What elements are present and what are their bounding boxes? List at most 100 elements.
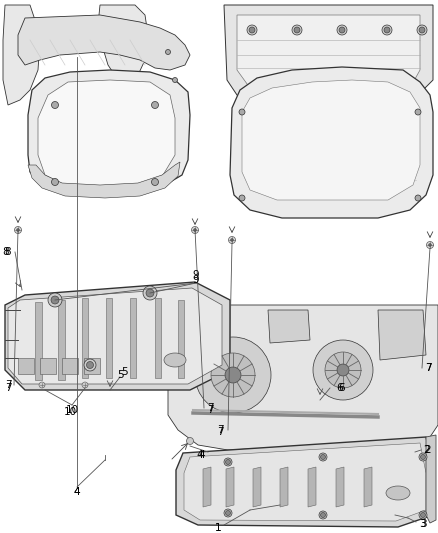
Polygon shape [155,298,161,378]
Circle shape [427,241,434,248]
Circle shape [191,227,198,233]
Circle shape [417,25,427,35]
Polygon shape [18,15,190,70]
Circle shape [419,511,427,519]
Circle shape [51,296,59,304]
Circle shape [195,337,271,413]
Circle shape [229,237,236,244]
Circle shape [224,458,232,466]
Polygon shape [106,298,112,378]
Bar [18,358,34,374]
Circle shape [226,459,230,464]
Polygon shape [237,15,420,88]
Circle shape [152,101,159,109]
Polygon shape [130,298,136,378]
Circle shape [239,109,245,115]
Text: 7: 7 [217,427,223,437]
Circle shape [384,27,390,33]
Polygon shape [3,5,40,105]
Polygon shape [203,467,211,507]
Polygon shape [178,300,184,378]
Circle shape [143,286,157,300]
Polygon shape [178,310,216,347]
Text: 3: 3 [419,519,425,529]
Text: 8: 8 [3,247,9,257]
Text: 9: 9 [193,275,199,285]
Text: 7: 7 [5,383,11,393]
Polygon shape [253,467,261,507]
Circle shape [86,361,93,368]
Polygon shape [168,305,438,450]
Circle shape [292,25,302,35]
Circle shape [48,293,62,307]
Polygon shape [426,435,436,523]
Text: 1: 1 [215,523,221,533]
Polygon shape [230,67,433,218]
Circle shape [428,244,431,246]
Text: 7: 7 [5,380,11,390]
Circle shape [382,25,392,35]
Circle shape [325,352,361,388]
Text: 3: 3 [420,519,426,529]
Polygon shape [0,0,215,268]
Polygon shape [224,5,433,110]
Polygon shape [98,5,148,82]
Polygon shape [58,300,65,380]
Circle shape [321,455,325,459]
Polygon shape [8,288,222,384]
Circle shape [39,382,45,388]
Circle shape [294,27,300,33]
Circle shape [319,453,327,461]
Text: 4: 4 [74,487,80,497]
Text: 2: 2 [425,445,431,455]
Polygon shape [242,80,420,200]
Circle shape [146,289,154,297]
Bar [62,358,78,374]
Polygon shape [176,437,433,527]
Circle shape [239,195,245,201]
Text: 7: 7 [425,363,431,373]
Text: 7: 7 [207,405,213,415]
Bar [84,358,100,374]
Text: 10: 10 [65,405,78,415]
Text: 10: 10 [64,407,77,417]
Ellipse shape [386,486,410,500]
Text: 5: 5 [117,370,124,380]
Text: 6: 6 [339,383,345,393]
Polygon shape [378,310,426,360]
Polygon shape [308,467,316,507]
Polygon shape [280,467,288,507]
Circle shape [187,438,194,445]
Circle shape [249,27,255,33]
Circle shape [337,25,347,35]
Bar [40,358,56,374]
Circle shape [313,340,373,400]
Text: 8: 8 [5,247,11,257]
Text: 7: 7 [425,363,431,373]
Text: 1: 1 [215,523,221,533]
Polygon shape [268,310,310,343]
Text: 7: 7 [217,425,223,435]
Polygon shape [226,467,234,507]
Text: 4: 4 [199,450,205,460]
Circle shape [84,359,96,371]
Polygon shape [82,298,88,378]
Circle shape [52,101,59,109]
Polygon shape [184,443,426,521]
Circle shape [173,77,177,83]
Circle shape [321,513,325,518]
Polygon shape [28,70,190,194]
Circle shape [419,27,425,33]
Circle shape [211,353,255,397]
Circle shape [339,27,345,33]
Circle shape [152,179,159,185]
Circle shape [17,229,20,231]
Circle shape [226,511,230,515]
Circle shape [415,109,421,115]
Circle shape [420,513,425,518]
Polygon shape [35,302,42,380]
Circle shape [247,25,257,35]
Circle shape [420,455,425,459]
Polygon shape [336,467,344,507]
Text: 5: 5 [122,367,128,377]
